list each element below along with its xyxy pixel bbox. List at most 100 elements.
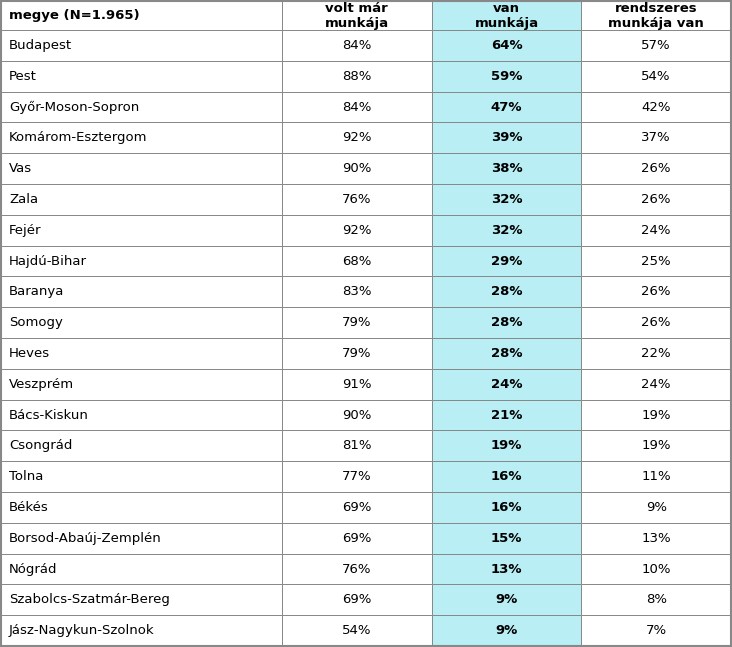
Bar <box>581 338 731 369</box>
Text: 13%: 13% <box>490 562 522 576</box>
Text: 59%: 59% <box>491 70 522 83</box>
Text: 54%: 54% <box>342 624 372 637</box>
Text: 68%: 68% <box>342 254 372 267</box>
Bar <box>1 122 282 153</box>
Text: Békés: Békés <box>9 501 49 514</box>
Text: 69%: 69% <box>342 532 372 545</box>
Bar <box>282 584 432 615</box>
Bar <box>432 307 581 338</box>
Text: 13%: 13% <box>641 532 671 545</box>
Text: 9%: 9% <box>496 624 518 637</box>
Bar <box>1 554 282 584</box>
Text: 26%: 26% <box>641 285 671 298</box>
Bar <box>1 523 282 554</box>
Bar <box>1 153 282 184</box>
Bar <box>581 1 731 30</box>
Bar <box>581 246 731 276</box>
Bar <box>432 554 581 584</box>
Bar <box>432 461 581 492</box>
Text: 37%: 37% <box>641 131 671 144</box>
Bar <box>581 523 731 554</box>
Text: 54%: 54% <box>641 70 671 83</box>
Bar <box>1 30 282 61</box>
Bar <box>432 1 581 30</box>
Bar <box>432 246 581 276</box>
Text: 32%: 32% <box>490 193 522 206</box>
Text: Komárom-Esztergom: Komárom-Esztergom <box>9 131 148 144</box>
Text: Pest: Pest <box>9 70 37 83</box>
Text: megye (N=1.965): megye (N=1.965) <box>9 9 140 22</box>
Bar <box>282 184 432 215</box>
Bar <box>1 492 282 523</box>
Bar <box>1 430 282 461</box>
Text: 16%: 16% <box>490 501 522 514</box>
Text: van
munkája: van munkája <box>474 1 539 30</box>
Bar <box>282 430 432 461</box>
Text: Jász-Nagykun-Szolnok: Jász-Nagykun-Szolnok <box>9 624 154 637</box>
Text: 15%: 15% <box>491 532 522 545</box>
Text: volt már
munkája: volt már munkája <box>325 1 389 30</box>
Text: 24%: 24% <box>641 224 671 237</box>
Text: 69%: 69% <box>342 593 372 606</box>
Bar <box>282 61 432 92</box>
Bar <box>432 61 581 92</box>
Text: 11%: 11% <box>641 470 671 483</box>
Bar <box>432 184 581 215</box>
Bar <box>282 338 432 369</box>
Bar <box>282 400 432 430</box>
Text: 19%: 19% <box>491 439 522 452</box>
Bar <box>1 61 282 92</box>
Bar <box>282 307 432 338</box>
Text: 69%: 69% <box>342 501 372 514</box>
Bar <box>581 92 731 122</box>
Text: 47%: 47% <box>490 100 522 113</box>
Bar <box>581 430 731 461</box>
Text: 57%: 57% <box>641 39 671 52</box>
Bar <box>432 153 581 184</box>
Bar <box>1 338 282 369</box>
Bar <box>1 369 282 400</box>
Text: Hajdú-Bihar: Hajdú-Bihar <box>9 254 87 267</box>
Text: 7%: 7% <box>646 624 667 637</box>
Bar <box>432 615 581 646</box>
Bar <box>282 246 432 276</box>
Bar <box>581 61 731 92</box>
Text: 19%: 19% <box>641 439 671 452</box>
Text: 26%: 26% <box>641 162 671 175</box>
Text: 83%: 83% <box>342 285 372 298</box>
Bar <box>432 584 581 615</box>
Text: 32%: 32% <box>490 224 522 237</box>
Text: Heves: Heves <box>9 347 50 360</box>
Text: 39%: 39% <box>490 131 522 144</box>
Bar <box>581 307 731 338</box>
Bar <box>282 554 432 584</box>
Text: 84%: 84% <box>342 100 372 113</box>
Bar <box>282 92 432 122</box>
Bar <box>1 461 282 492</box>
Text: Szabolcs-Szatmár-Bereg: Szabolcs-Szatmár-Bereg <box>9 593 170 606</box>
Bar <box>1 92 282 122</box>
Text: Somogy: Somogy <box>9 316 63 329</box>
Bar <box>1 615 282 646</box>
Text: Budapest: Budapest <box>9 39 72 52</box>
Text: 16%: 16% <box>490 470 522 483</box>
Bar <box>581 30 731 61</box>
Bar <box>581 492 731 523</box>
Text: 24%: 24% <box>490 378 522 391</box>
Bar <box>282 215 432 246</box>
Text: 76%: 76% <box>342 562 372 576</box>
Text: 8%: 8% <box>646 593 667 606</box>
Text: 90%: 90% <box>342 408 372 421</box>
Bar <box>581 215 731 246</box>
Text: Csongrád: Csongrád <box>9 439 72 452</box>
Text: Fejér: Fejér <box>9 224 42 237</box>
Bar <box>282 369 432 400</box>
Text: 42%: 42% <box>641 100 671 113</box>
Text: 92%: 92% <box>342 224 372 237</box>
Text: 22%: 22% <box>641 347 671 360</box>
Bar <box>432 400 581 430</box>
Text: 26%: 26% <box>641 316 671 329</box>
Text: 24%: 24% <box>641 378 671 391</box>
Bar <box>1 400 282 430</box>
Bar <box>1 1 282 30</box>
